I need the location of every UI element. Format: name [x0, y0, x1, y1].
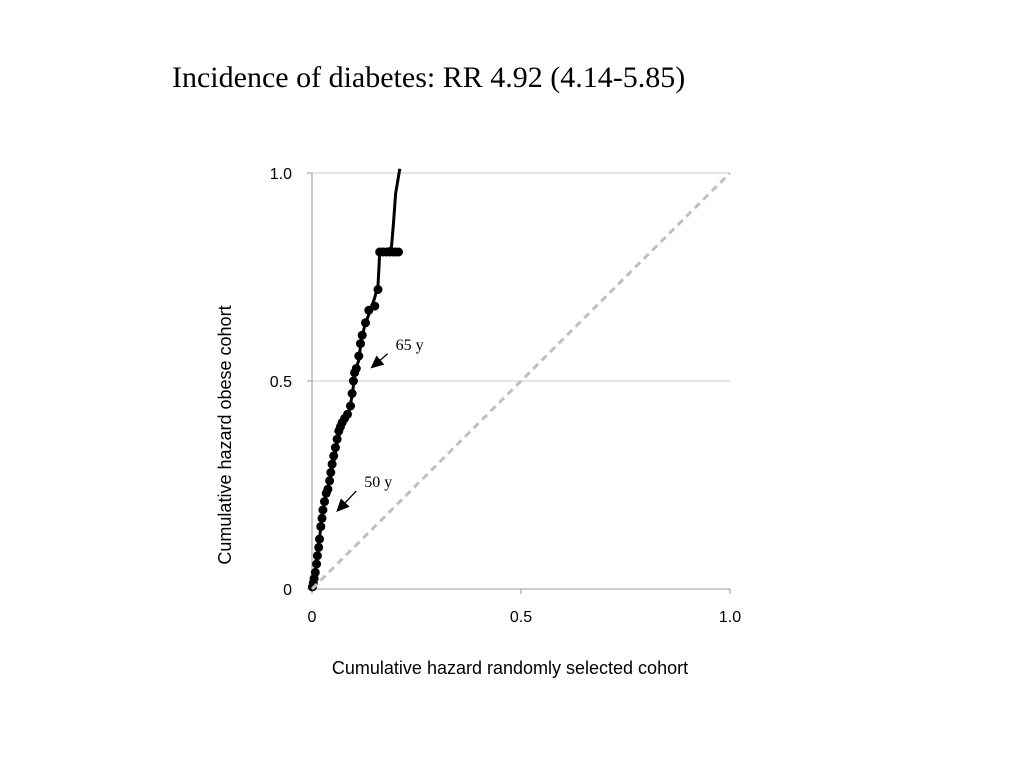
hazard-point-6 — [314, 542, 324, 552]
hazard-point-35 — [370, 301, 380, 311]
annotation-label-0: 65 y — [396, 337, 424, 354]
hazard-point-7 — [315, 534, 324, 544]
x-tick-label-0: 0 — [308, 609, 317, 626]
hazard-point-8 — [316, 522, 326, 532]
x-tick-label-2: 1.0 — [719, 609, 741, 626]
x-tick-label-1: 0.5 — [510, 609, 532, 626]
annotations: 65 y 50 y — [336, 337, 424, 512]
grid-lines — [312, 172, 730, 382]
hazard-point-27 — [348, 376, 358, 386]
annotation-arrow-line-1 — [344, 490, 357, 504]
series-layer — [307, 168, 732, 592]
hazard-point-19 — [332, 434, 342, 444]
hazard-point-14 — [325, 476, 335, 486]
y-tick-label-1: 0.5 — [270, 374, 292, 391]
hazard-point-36 — [373, 285, 383, 294]
reference-diagonal-line — [310, 171, 732, 591]
hazard-point-9 — [317, 513, 327, 523]
annotation-arrow-line-0 — [379, 353, 389, 361]
hazard-point-4 — [312, 559, 322, 569]
hazard-point-3 — [310, 567, 320, 577]
y-tick-label-0: 0 — [283, 582, 292, 599]
hazard-point-11 — [320, 497, 329, 507]
hazard-point-5 — [312, 551, 322, 561]
hazard-point-24 — [343, 409, 352, 419]
hazard-point-17 — [329, 451, 339, 461]
x-axis-title: Cumulative hazard randomly selected coho… — [332, 658, 688, 678]
annotation-label-1: 50 y — [364, 474, 392, 491]
hazard-point-30 — [354, 351, 364, 361]
y-tick-label-2: 1.0 — [270, 166, 292, 183]
hazard-point-32 — [357, 330, 367, 340]
hazard-point-26 — [347, 389, 357, 398]
hazard-point-18 — [330, 443, 340, 453]
hazard-point-31 — [356, 339, 365, 349]
hazard-point-10 — [318, 505, 328, 515]
annotation-arrowhead-1 — [336, 498, 350, 512]
hazard-point-43 — [394, 247, 403, 257]
hazard-point-29 — [351, 364, 361, 373]
hazard-point-16 — [327, 459, 337, 469]
annotation-arrowhead-0 — [370, 355, 385, 369]
y-axis-title: Cumulative hazard obese cohort — [215, 305, 235, 564]
hazard-point-15 — [326, 468, 336, 477]
hazard-point-25 — [346, 401, 355, 411]
axes: 0 0.5 1.0 0 0.5 1.0 — [270, 166, 741, 626]
chart-title: Incidence of diabetes: RR 4.92 (4.14-5.8… — [172, 61, 686, 94]
hazard-point-33 — [361, 318, 370, 328]
hazard-point-13 — [323, 484, 333, 494]
